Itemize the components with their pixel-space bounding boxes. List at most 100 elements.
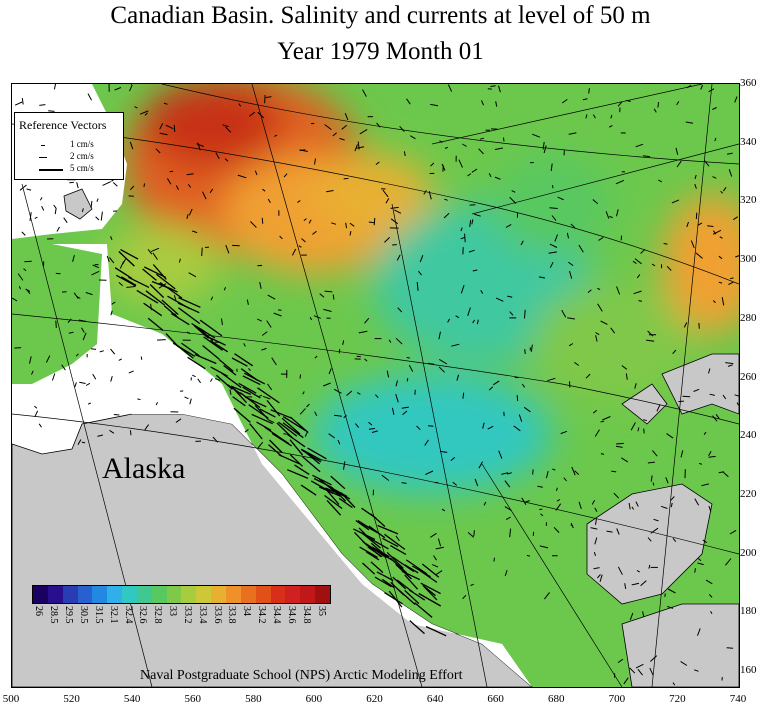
current-vector <box>248 111 256 117</box>
current-vector <box>175 185 179 191</box>
current-vector <box>710 610 713 615</box>
current-vector <box>563 477 567 482</box>
current-vector <box>54 207 57 215</box>
current-vector <box>144 112 148 116</box>
current-vector <box>523 406 531 413</box>
current-vector <box>569 270 573 279</box>
colorbar-tick-label: 32.4 <box>122 606 134 624</box>
current-vector <box>708 88 715 93</box>
current-vector <box>551 184 554 189</box>
current-vector <box>593 567 600 570</box>
colorbar-tick-label: 34.4 <box>271 606 283 624</box>
colorbar-segment <box>166 586 182 603</box>
current-vector <box>375 394 379 399</box>
current-vector <box>403 151 406 157</box>
current-vector <box>390 545 407 555</box>
current-vector <box>355 423 360 428</box>
current-vectors <box>12 84 739 686</box>
current-vector <box>129 185 135 191</box>
current-vector <box>592 409 598 414</box>
current-vector <box>268 419 275 424</box>
colorbar-tick-label: 32.6 <box>137 606 149 624</box>
current-vector <box>494 147 503 150</box>
current-vector <box>51 373 56 381</box>
current-vector <box>157 339 166 341</box>
current-vector <box>137 398 141 401</box>
current-vector <box>462 392 465 399</box>
current-vector <box>636 569 640 573</box>
current-vector <box>344 113 349 121</box>
current-vector <box>451 343 460 347</box>
current-vector <box>408 589 426 601</box>
current-vector <box>427 362 435 365</box>
current-vector <box>501 472 509 475</box>
current-vector <box>328 368 332 375</box>
current-vector <box>728 281 734 285</box>
current-vector <box>418 270 422 276</box>
current-vector <box>102 181 111 186</box>
current-vector <box>78 319 87 322</box>
current-vector <box>128 276 150 288</box>
current-vector <box>368 428 376 430</box>
current-vector <box>223 364 237 376</box>
current-vector <box>560 430 568 435</box>
current-vector <box>472 269 478 272</box>
current-vector <box>694 498 700 506</box>
current-vector <box>540 513 544 517</box>
current-vector <box>110 236 113 240</box>
current-vector <box>640 248 646 254</box>
current-vector <box>307 447 327 460</box>
current-vector <box>725 558 732 566</box>
current-vector <box>18 286 21 290</box>
current-vector <box>265 96 272 99</box>
current-vector <box>189 398 192 405</box>
current-vector <box>198 328 214 342</box>
current-vector <box>199 319 223 337</box>
x-tick-label: 560 <box>184 693 202 705</box>
current-vector <box>264 426 278 437</box>
current-vector <box>608 124 613 128</box>
current-vector <box>17 273 24 281</box>
current-vector <box>552 468 556 471</box>
current-vector <box>244 429 249 433</box>
colorbar-segment <box>196 586 212 603</box>
current-vector <box>118 282 124 287</box>
current-vector <box>678 400 684 403</box>
current-vector <box>676 160 682 168</box>
current-vector <box>715 414 720 419</box>
x-tick-label: 640 <box>426 693 444 705</box>
current-vector <box>670 496 675 501</box>
current-vector <box>408 364 414 372</box>
current-vector <box>670 502 673 508</box>
current-vector <box>126 286 136 288</box>
current-vector <box>34 405 38 409</box>
current-vector <box>578 244 584 253</box>
current-vector <box>381 578 395 589</box>
current-vector <box>549 243 558 248</box>
current-vector <box>343 415 347 419</box>
current-vector <box>435 570 443 576</box>
current-vector <box>343 461 346 470</box>
current-vector <box>468 249 475 253</box>
current-vector <box>75 353 79 357</box>
current-vector <box>610 327 616 334</box>
current-vector <box>39 197 43 201</box>
current-vector <box>570 223 576 229</box>
current-vector <box>349 230 352 236</box>
current-vector <box>411 565 431 578</box>
current-vector <box>609 215 613 219</box>
current-vector <box>373 217 376 226</box>
current-vector <box>667 588 676 594</box>
current-vector <box>301 449 322 463</box>
current-vector <box>725 362 734 365</box>
current-vector <box>521 497 527 505</box>
current-vector <box>444 146 449 149</box>
current-vector <box>616 442 624 445</box>
current-vector <box>566 232 569 239</box>
current-vector <box>328 433 335 439</box>
current-vector <box>357 141 360 150</box>
current-vector <box>634 383 637 389</box>
current-vector <box>81 208 84 213</box>
current-vector <box>694 183 697 189</box>
current-vector <box>333 388 342 394</box>
